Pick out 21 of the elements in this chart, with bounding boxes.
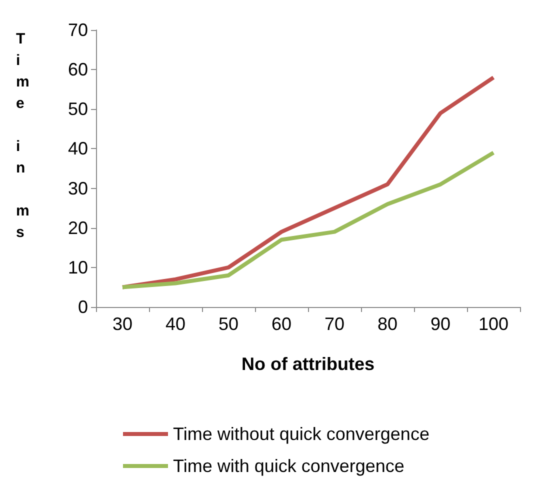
x-tick-label: 40 — [165, 314, 186, 334]
y-tick-label: 10 — [68, 257, 88, 278]
x-tick-label: 100 — [478, 314, 509, 334]
x-tick-label: 70 — [324, 314, 345, 334]
legend-label: Time without quick convergence — [173, 424, 430, 444]
x-tick-label: 60 — [271, 314, 292, 334]
y-tick-label: 0 — [78, 297, 88, 317]
x-axis-title: No of attributes — [242, 354, 374, 374]
text: Time in ms — [16, 30, 30, 241]
y-tick-label: 60 — [68, 60, 88, 80]
x-tick-label: 80 — [377, 314, 398, 334]
y-tick-label: 40 — [68, 138, 88, 159]
x-tick-label: 90 — [430, 314, 451, 334]
y-tick-label: 20 — [68, 218, 88, 238]
y-tick-label: 50 — [68, 99, 88, 120]
x-tick-label: 50 — [218, 314, 239, 334]
y-tick-label: 30 — [68, 178, 88, 198]
x-tick-label: 30 — [112, 314, 133, 334]
y-tick-label: 70 — [68, 20, 88, 40]
legend-label: Time with quick convergence — [173, 456, 404, 476]
line-series — [120, 150, 496, 290]
